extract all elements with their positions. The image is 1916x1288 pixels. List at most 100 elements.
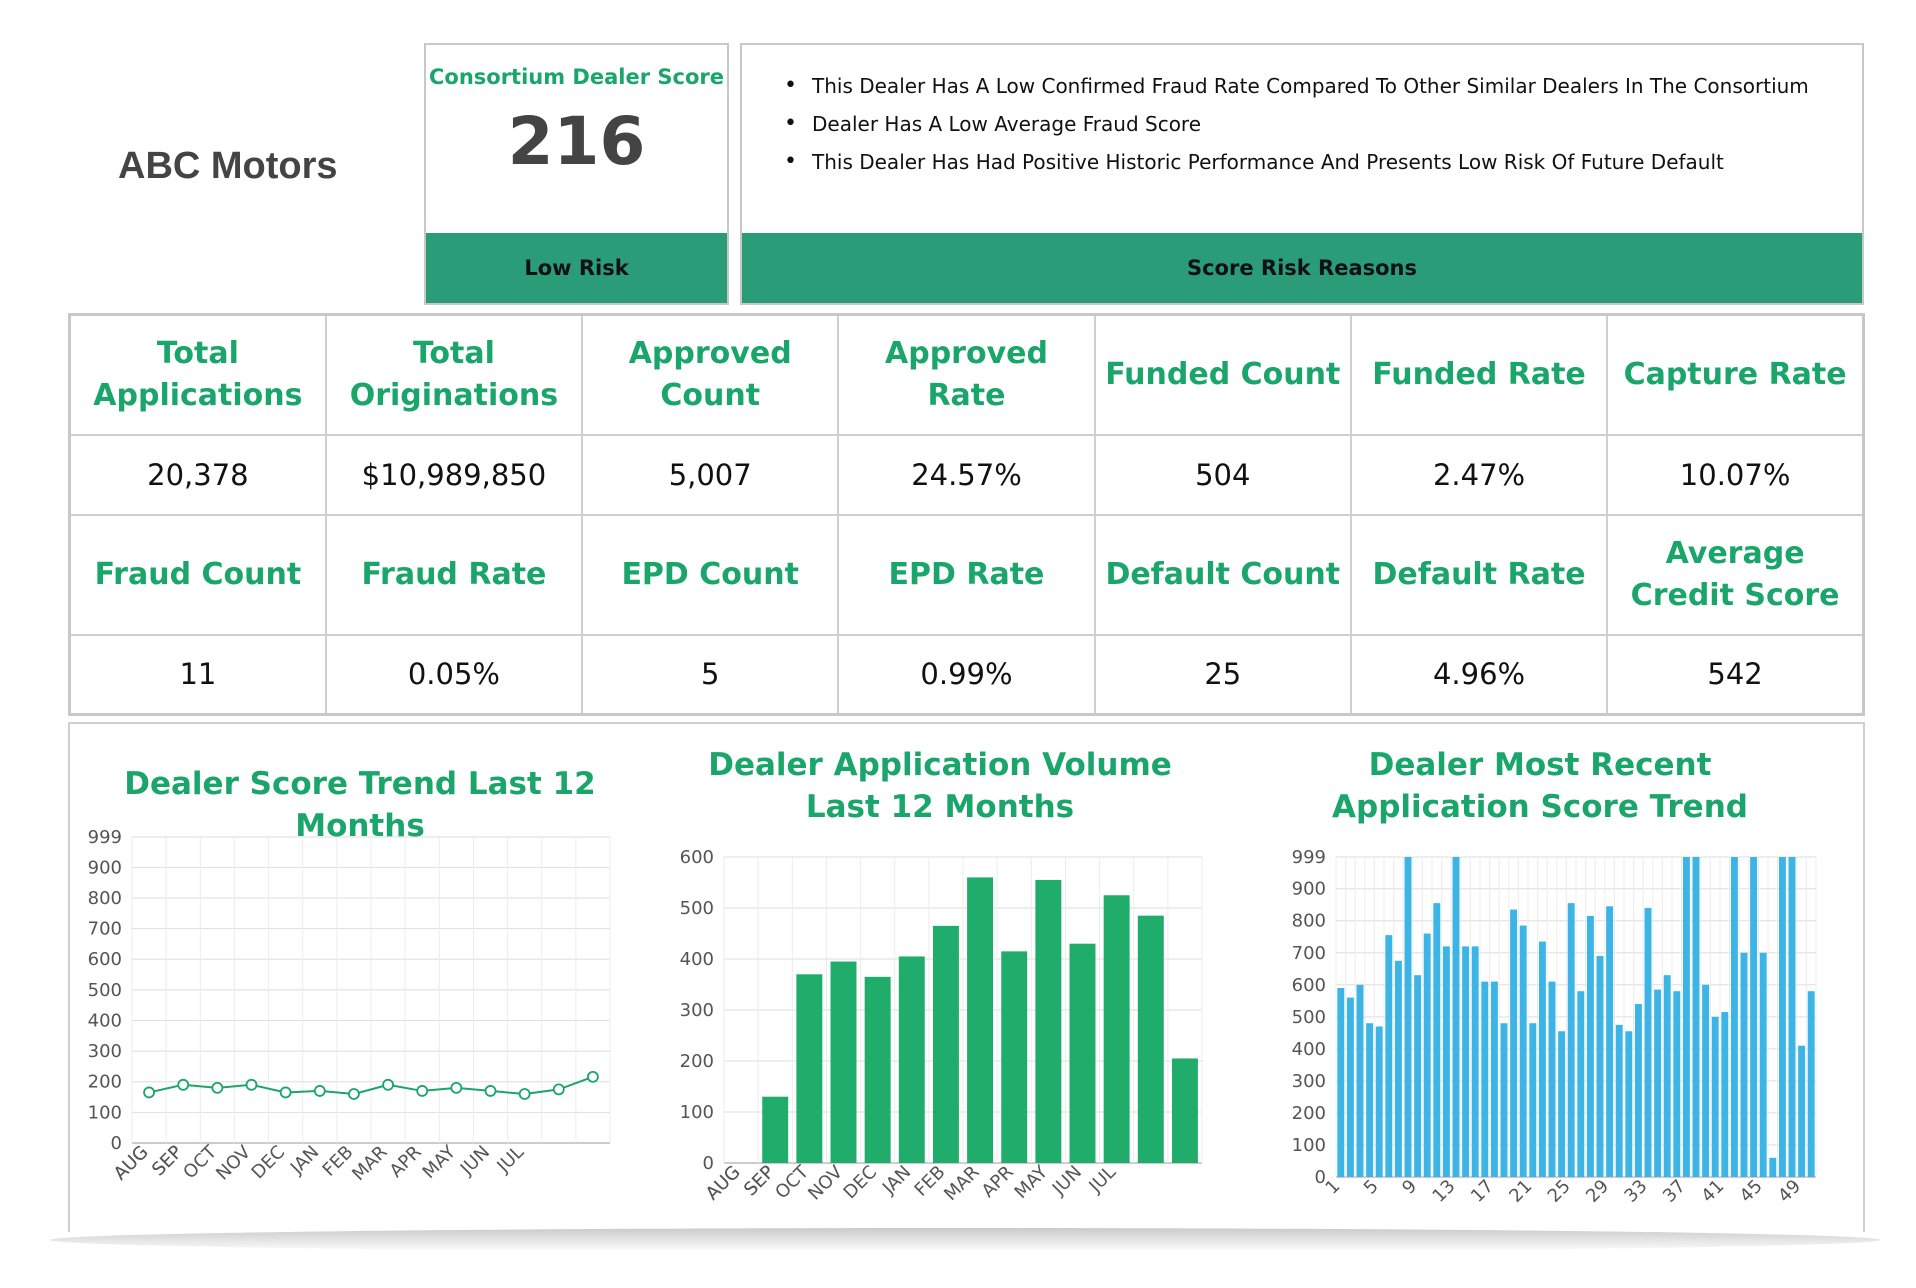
y-tick-label: 400 [1292,1039,1326,1060]
bar [1625,1031,1633,1177]
y-tick-label: 100 [680,1102,714,1123]
y-tick-label: 200 [1292,1103,1326,1124]
score-reasons-card: This Dealer Has A Low Confirmed Fraud Ra… [740,43,1864,305]
bar [1394,960,1402,1177]
reason-item: Dealer Has A Low Average Fraud Score [784,105,1809,143]
x-tick-label: 49 [1774,1176,1805,1207]
metrics-value-row: 20,378 $10,989,850 5,007 24.57% 504 2.47… [68,433,1865,516]
y-tick-label: 100 [88,1102,122,1123]
y-tick-label: 100 [1292,1135,1326,1156]
header-funded-count: Funded Count [1093,313,1352,436]
volume-chart: 0100200300400500600AUGSEPOCTNOVDECJANFEB… [680,847,1203,1205]
x-tick-label: 45 [1736,1176,1767,1207]
data-point [450,1081,463,1094]
risk-level-badge: Low Risk [426,233,727,303]
y-tick-label: 400 [88,1010,122,1031]
x-tick-label: 17 [1467,1176,1498,1207]
value-average-credit-score: 542 [1606,633,1865,716]
bar [1586,915,1594,1177]
x-tick-label: JUN [456,1142,494,1180]
bar [1414,975,1422,1177]
x-tick-label: 37 [1659,1176,1690,1207]
x-tick-label: 9 [1398,1176,1421,1199]
y-tick-label: 999 [1292,847,1326,868]
value-epd-count: 5 [581,633,840,716]
value-epd-rate: 0.99% [837,633,1096,716]
value-total-applications: 20,378 [68,433,327,516]
x-tick-label: DEC [840,1162,882,1204]
bar [1567,903,1575,1177]
x-tick-label: SEP [740,1162,779,1201]
data-point [416,1085,429,1097]
bar [1366,1023,1374,1177]
bar [1356,984,1364,1177]
bar [864,976,891,1163]
header-fraud-rate: Fraud Rate [324,513,584,636]
bar [1490,981,1498,1177]
header-default-rate: Default Rate [1349,513,1609,636]
y-tick-label: 900 [1292,879,1326,900]
y-tick-label: 0 [1315,1167,1326,1188]
bar [1807,991,1815,1177]
bar [1404,857,1412,1177]
value-fraud-rate: 0.05% [324,633,584,716]
bar [1634,1004,1642,1177]
header-total-originations: Total Originations [324,313,584,436]
value-approved-count: 5,007 [581,433,840,516]
x-tick-label: APR [386,1142,426,1182]
x-tick-label: MAY [1011,1161,1053,1203]
bar [1538,941,1546,1177]
bar [1069,943,1096,1163]
bar [1346,997,1354,1177]
data-point [518,1088,531,1100]
bar [1375,1026,1383,1177]
header-total-applications: Total Applications [68,313,327,436]
y-tick-label: 800 [88,888,122,909]
bar [1452,857,1460,1177]
value-capture-rate: 10.07% [1606,433,1865,516]
panel-shadow [50,1228,1880,1252]
x-tick-label: OCT [179,1141,221,1183]
y-tick-label: 999 [88,827,122,848]
bar [1423,933,1431,1177]
bar [1442,946,1450,1177]
value-funded-rate: 2.47% [1349,433,1609,516]
y-tick-label: 0 [703,1153,714,1174]
bar [1769,1157,1777,1177]
data-point [552,1083,565,1096]
score-trend-chart: 0100200300400500600700800900999AUGSEPOCT… [88,827,611,1185]
bar [1606,906,1614,1177]
header-approved-count: Approved Count [581,313,840,436]
x-tick-label: APR [978,1162,1018,1202]
header-default-count: Default Count [1093,513,1352,636]
app-score-chart: 0 100 200 300 400 500 600 700 800 900 999 1 5 9 13 17 21… [1292,847,1817,1207]
data-point [279,1086,292,1099]
y-tick-label: 600 [1292,975,1326,996]
header-epd-rate: EPD Rate [837,513,1096,636]
data-point [211,1081,224,1094]
metrics-table: Total Applications Total Originations Ap… [68,313,1865,716]
y-tick-label: 300 [88,1041,122,1062]
x-tick-label: JUN [1048,1162,1086,1200]
header-average-credit-score: Average Credit Score [1606,513,1865,636]
bar [1711,1016,1719,1177]
metrics-header-row: Fraud Count Fraud Rate EPD Count EPD Rat… [68,513,1865,636]
bar [932,925,959,1163]
data-point [177,1078,190,1091]
x-tick-label: MAR [940,1162,983,1205]
bar [898,956,925,1163]
dealer-name: ABC Motors [118,145,338,187]
bar [1750,857,1758,1177]
bar [1171,1058,1198,1163]
bar [1673,991,1681,1177]
value-approved-rate: 24.57% [837,433,1096,516]
data-point [245,1078,258,1091]
bar [1702,984,1710,1177]
x-tick-label: 41 [1697,1176,1728,1207]
x-tick-label: 25 [1544,1176,1575,1207]
score-label: Consortium Dealer Score [428,65,724,89]
bar [1730,857,1738,1177]
y-tick-label: 400 [680,949,714,970]
x-tick-label: NOV [212,1141,255,1184]
x-tick-label: JAN [878,1162,915,1199]
